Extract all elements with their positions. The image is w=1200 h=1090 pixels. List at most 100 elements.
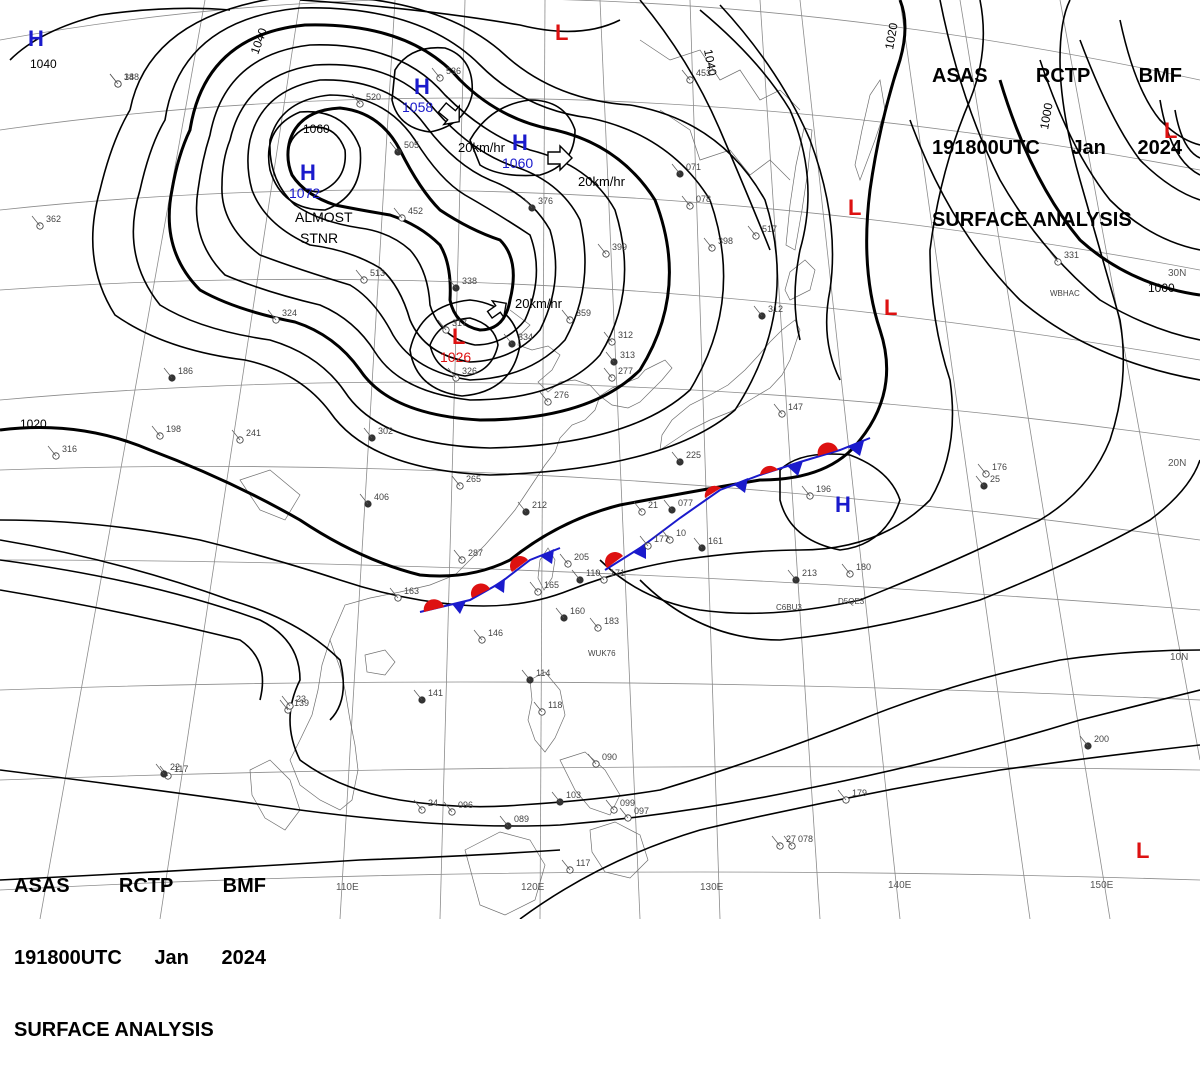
wind-barb-icon (841, 563, 851, 575)
station-value: 118 (548, 700, 562, 710)
wind-barb-icon (279, 699, 289, 711)
station-value: 071 (686, 162, 701, 172)
wind-barb-icon (443, 801, 453, 813)
low-center-letter: L (1164, 118, 1177, 143)
wind-barb-icon (533, 701, 543, 713)
parallel (0, 381, 1200, 441)
station-value: 139 (294, 698, 309, 708)
coast-hainan (364, 649, 396, 676)
wind-barb-icon (597, 243, 607, 255)
wind-barb-icon (587, 753, 597, 765)
fronts (419, 437, 871, 614)
isobar (719, 4, 841, 381)
isobar-1072-inner (287, 126, 347, 193)
parallel (0, 0, 1200, 81)
station-value: 312 (768, 304, 783, 314)
meridian (439, 0, 466, 919)
station-value: 277 (618, 366, 633, 376)
station-value: 171 (610, 568, 625, 578)
title-year: 2024 (221, 947, 267, 969)
wind-barb-icon (503, 333, 513, 345)
wind-barb-icon (447, 367, 457, 379)
wind-barb-icon (413, 689, 423, 701)
station-value: 213 (802, 568, 817, 578)
title-station: RCTP (1035, 65, 1091, 87)
station-value: 22 (170, 762, 180, 772)
isobars (0, 0, 1200, 919)
station-value: 177 (654, 534, 669, 544)
meridian (39, 0, 206, 919)
wind-barb-icon (559, 553, 569, 565)
parallel (0, 871, 1200, 891)
isobar-1072-ring (267, 110, 362, 211)
station-value: 165 (544, 580, 559, 590)
isobar-label: 1000 (1148, 281, 1175, 295)
warm-front-bump (817, 442, 838, 456)
station-value: 25 (990, 474, 1000, 484)
coast-interior (239, 469, 301, 521)
station-value: 176 (992, 462, 1007, 472)
title-agency: ASAS (932, 65, 988, 87)
wind-barb-icon (681, 69, 691, 81)
wind-barb-icon (31, 215, 41, 227)
wind-barb-icon (639, 535, 649, 547)
wind-barb-icon (555, 607, 565, 619)
wind-barb-icon (109, 73, 119, 85)
low-center-letter: L (1136, 838, 1149, 863)
cold-front-tri (787, 461, 803, 476)
coast-japan (659, 319, 801, 451)
warm-front-bump (704, 485, 721, 498)
isobar-low-ring (1159, 99, 1200, 176)
latitude-label: 10N (1170, 652, 1188, 663)
isobar (1119, 19, 1200, 146)
station-value: 276 (554, 390, 569, 400)
isobar (221, 63, 586, 381)
wind-barb-icon (605, 351, 615, 363)
isobar-1058-ring (391, 46, 474, 133)
wind-barb-icon (473, 629, 483, 641)
coast-kamchatka (854, 79, 886, 182)
title-agency: ASAS (14, 875, 70, 897)
high-center-value: 1072 (289, 185, 320, 201)
coast-taiwan (537, 547, 556, 591)
longitude-label: 130E (700, 882, 724, 893)
station-value: 520 (366, 92, 381, 102)
station-value: 10 (676, 528, 686, 538)
isobar (9, 7, 231, 61)
wind-barb-icon (363, 427, 373, 439)
wind-barb-icon (155, 763, 165, 775)
warm-front-bump (605, 552, 623, 568)
wind-barb-icon (355, 269, 365, 281)
longitude-label: 110E (336, 882, 359, 893)
wind-barb-icon (453, 549, 463, 561)
high-center-value: 1058 (402, 99, 433, 115)
parallel (0, 189, 1200, 271)
wind-barb-icon (351, 93, 361, 105)
wind-barb-icon (1079, 735, 1089, 747)
station-value: 147 (788, 402, 803, 412)
wind-barb-icon (231, 429, 241, 441)
wind-barb-icon (975, 475, 985, 487)
title-time: 191800UTC (14, 947, 122, 969)
parallel-30n (0, 278, 1200, 361)
meridian (159, 0, 301, 919)
surface-analysis-map: 1040 1040 1040 1060 1020 1020 1000 1000 (0, 0, 1200, 1041)
movement-arrows: 20km/hr 20km/hr 20km/hr ALMOST STNR (295, 101, 626, 319)
station-value: 180 (856, 562, 871, 572)
wind-barb-icon (671, 451, 681, 463)
station-value: 265 (466, 474, 481, 484)
station-value: 317 (452, 318, 467, 328)
grid-labels: 110E 120E 130E 140E 150E 30N 20N 10N (336, 268, 1188, 893)
longitude-label: 120E (521, 882, 545, 893)
isobar (132, 7, 725, 449)
title-station: RCTP (118, 875, 174, 897)
parallel (0, 559, 1200, 611)
title-year: 2024 (1137, 137, 1183, 159)
station-value: 334 (518, 332, 533, 342)
coast-visayas (559, 751, 621, 816)
longitude-label: 140E (888, 880, 912, 891)
coast-mindanao (589, 821, 649, 879)
wind-barb-icon (977, 463, 987, 475)
warm-front-bump (510, 556, 528, 572)
station-value: 24 (428, 798, 438, 808)
